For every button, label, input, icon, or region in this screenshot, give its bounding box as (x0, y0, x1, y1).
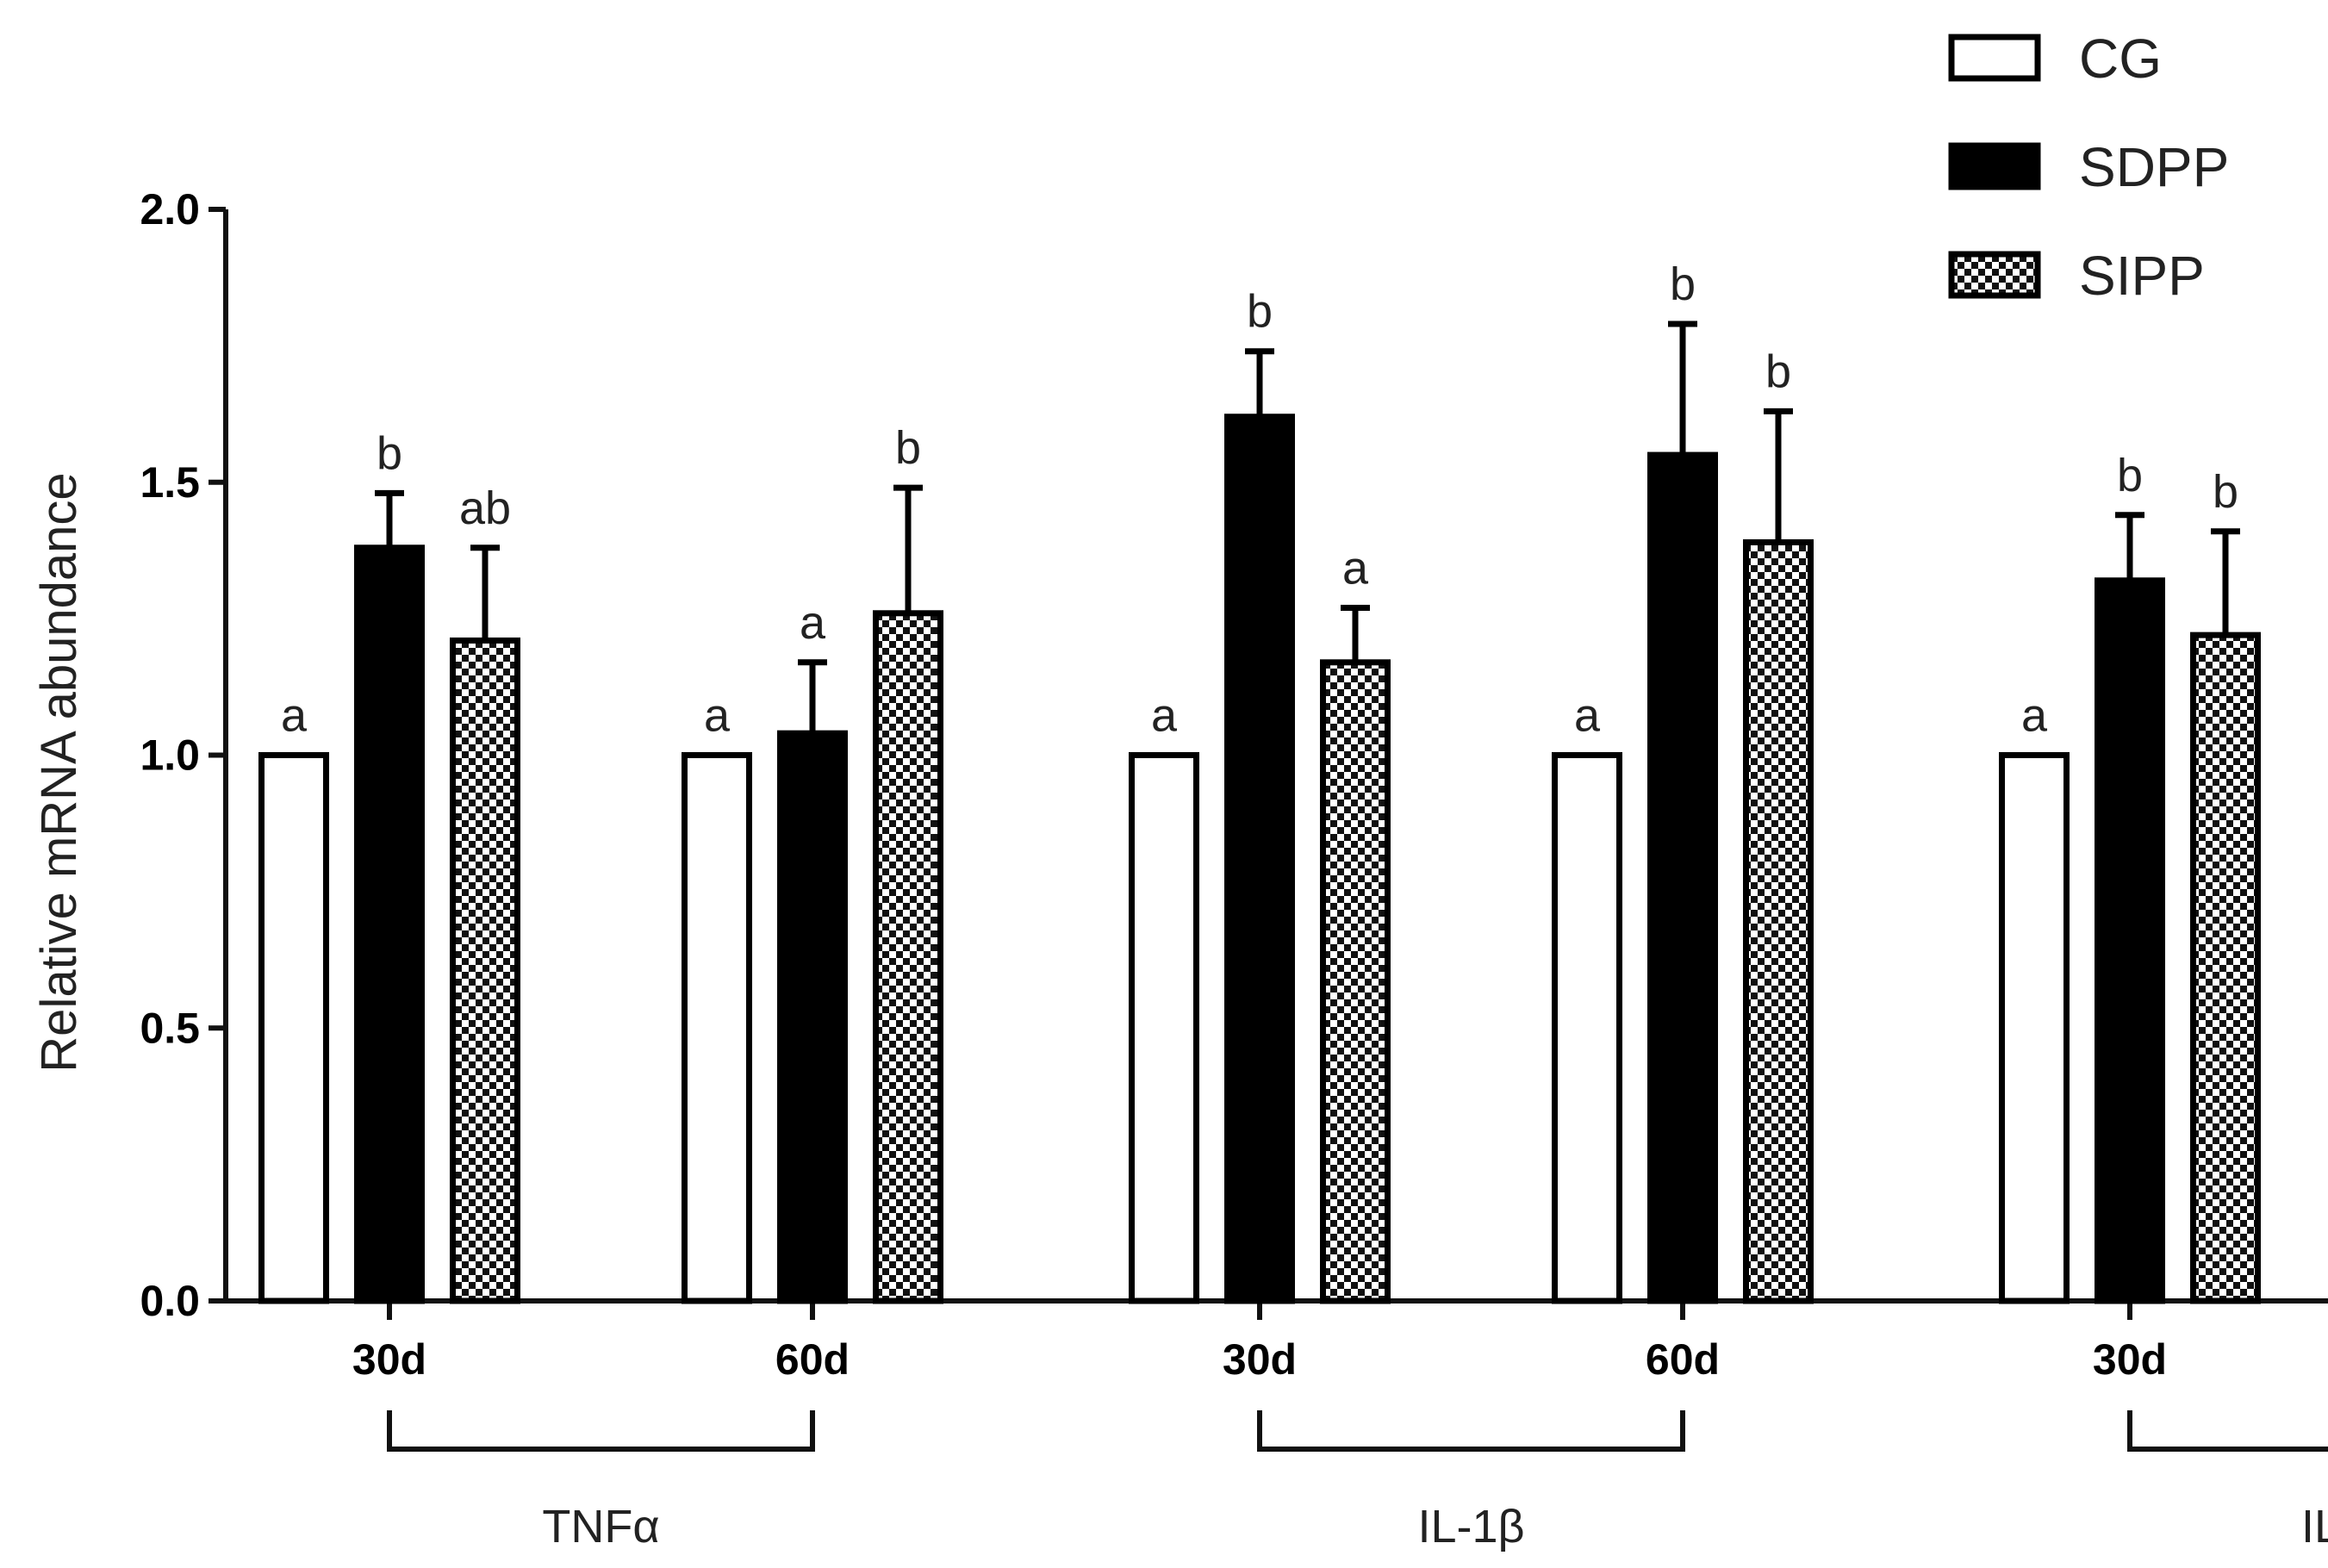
legend-swatch-cg (1948, 34, 2041, 82)
bar-cg (682, 752, 752, 1304)
bar-sipp (873, 610, 943, 1304)
timepoint-label: 30d (1223, 1335, 1297, 1384)
group-bracket (1257, 1410, 1685, 1452)
significance-label: a (1574, 690, 1601, 742)
bar-sipp (450, 637, 520, 1304)
significance-label: b (895, 422, 921, 474)
significance-label: a (2021, 690, 2048, 742)
timepoint-label: 60d (1646, 1335, 1720, 1384)
bar-cg (1999, 752, 2070, 1304)
bar-sdpp (354, 544, 425, 1304)
bar-sipp (1320, 659, 1391, 1304)
significance-label: b (2213, 466, 2238, 518)
group-bracket (2127, 1410, 2328, 1452)
gene-label: IL-1β (1417, 1501, 1524, 1552)
bar-cg (1129, 752, 1199, 1304)
bar-sipp (2190, 632, 2261, 1304)
y-tick-label: 2.0 (140, 185, 200, 233)
group-bracket (387, 1410, 815, 1452)
y-tick-label: 1.5 (140, 458, 200, 507)
bar-sdpp (1224, 414, 1295, 1304)
legend-label-cg: CG (2079, 28, 2162, 90)
significance-label: a (1342, 542, 1369, 594)
bar-cg (258, 752, 329, 1304)
legend-label-sipp: SIPP (2079, 245, 2205, 307)
y-tick-label: 1.0 (140, 731, 200, 780)
timepoint-label: 60d (775, 1335, 850, 1384)
significance-label: b (1247, 286, 1273, 338)
bar-cg (1552, 752, 1622, 1304)
bar-sdpp (777, 730, 848, 1304)
gene-label: IL-2 (2301, 1501, 2328, 1552)
significance-label: a (1151, 690, 1178, 742)
significance-label: a (281, 690, 308, 742)
significance-label: a (800, 597, 826, 649)
significance-label: b (1765, 345, 1791, 397)
legend-label-sdpp: SDPP (2079, 136, 2229, 198)
significance-label: b (377, 427, 402, 479)
significance-label: a (704, 690, 731, 742)
significance-label: ab (459, 482, 511, 534)
gene-label: TNFα (542, 1501, 659, 1552)
y-tick-label: 0.5 (140, 1004, 200, 1052)
timepoint-label: 30d (352, 1335, 426, 1384)
legend-swatch-sdpp (1948, 142, 2041, 190)
bar-sipp (1743, 538, 1814, 1304)
timepoint-label: 30d (2093, 1335, 2167, 1384)
bar-sdpp (1647, 451, 1718, 1304)
bar-sdpp (2095, 577, 2165, 1304)
y-tick-label: 0.0 (140, 1277, 200, 1325)
legend-swatch-sipp (1948, 251, 2041, 299)
y-axis-title: Relative mRNA abundance (31, 472, 87, 1072)
significance-label: b (1670, 258, 1696, 310)
significance-label: b (2117, 450, 2143, 501)
